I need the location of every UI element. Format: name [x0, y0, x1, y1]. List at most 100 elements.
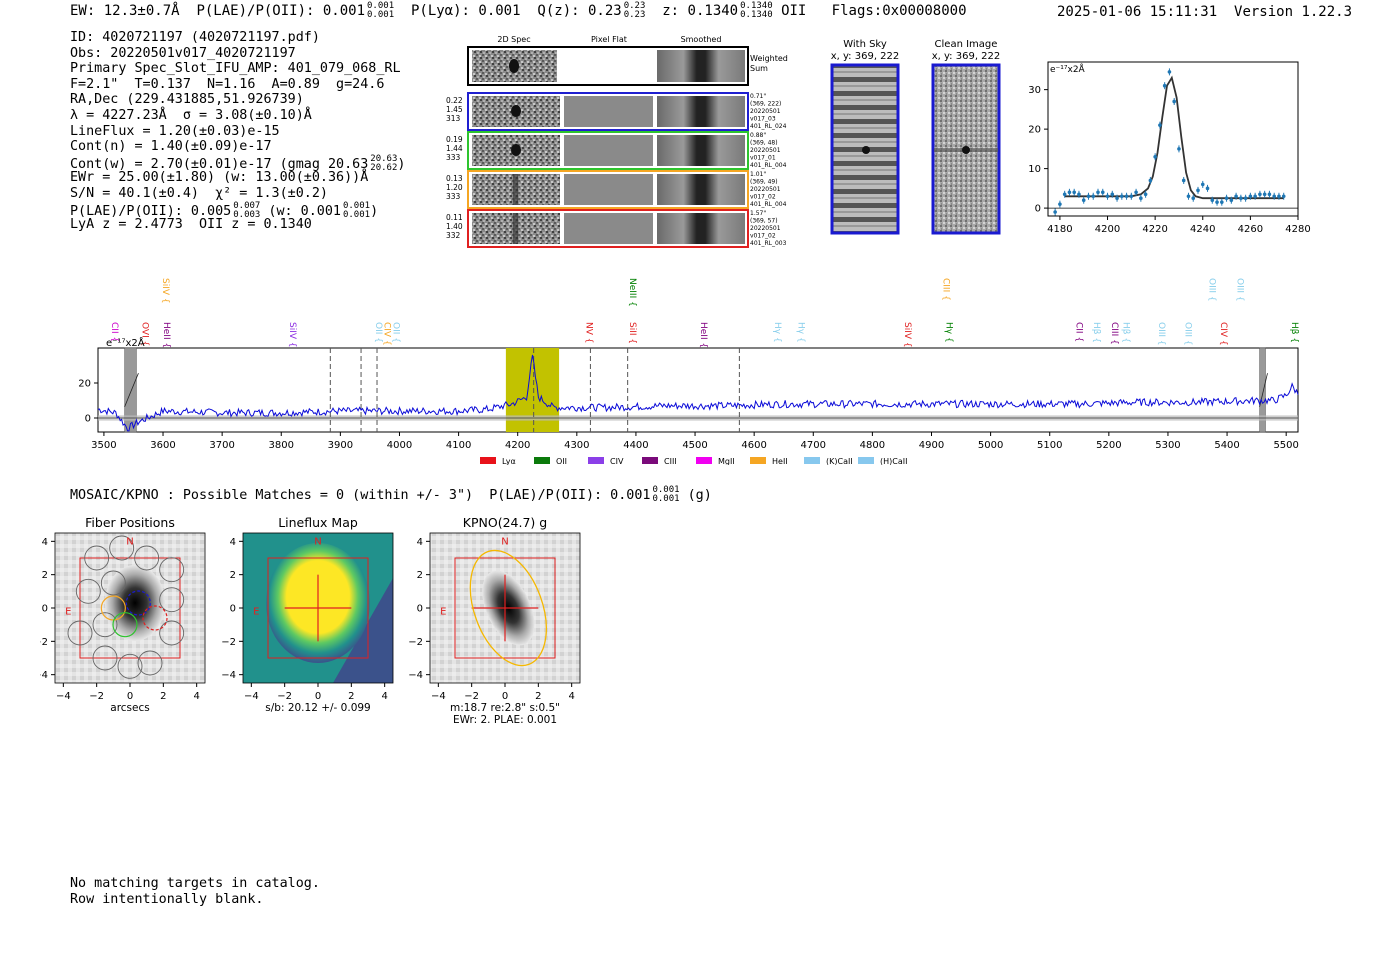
cutout-smoothed	[657, 213, 745, 244]
emission-line-label: Hβ {	[1121, 322, 1131, 343]
weighted-sum-row	[467, 46, 749, 86]
fit-data-point	[1234, 194, 1238, 199]
emission-line-label: SiIV {	[287, 322, 297, 348]
mosaic-summary: MOSAIC/KPNO : Possible Matches = 0 (with…	[70, 486, 712, 504]
spec-xtick-label: 4700	[801, 440, 826, 451]
spec-xtick-label: 4300	[564, 440, 589, 451]
emission-line-label: SiII {	[627, 322, 637, 344]
cutout-right-info: 0.71"	[750, 93, 766, 100]
fit-data-point	[1167, 70, 1172, 74]
with-sky-image	[830, 63, 900, 235]
fit-data-point	[1262, 192, 1267, 197]
emission-line-label: HeII {	[698, 322, 708, 348]
panel-xtick-label: 0	[127, 691, 133, 702]
version: Version 1.22.3	[1234, 4, 1353, 20]
fiber-circle	[117, 653, 143, 679]
col-title-pixelflat: Pixel Flat	[591, 35, 627, 44]
fit-data-point	[1162, 83, 1167, 88]
panel-ytick-label: −4	[40, 670, 48, 681]
fit-data-point	[1105, 194, 1110, 199]
qz-value: Q(z): 0.23	[537, 3, 622, 19]
cutout-right-info: 401_RL_024	[750, 123, 787, 130]
plae-hi: 0.001	[367, 1, 395, 11]
east-label: E	[440, 607, 446, 618]
fit-data-point	[1072, 190, 1076, 195]
panel-xtick-label: 2	[160, 691, 166, 702]
spec-xtick-label: 5300	[1155, 440, 1180, 451]
fit-data-point	[1258, 192, 1262, 197]
footer-line-1: No matching targets in catalog.	[70, 876, 320, 891]
fit-ytick-label: 30	[1028, 85, 1041, 96]
fiber-positions-panel: Fiber Positions N E −4 −2 0 2 4 4 2 0 −2 −4 arcsecs	[40, 515, 206, 714]
fit-data-point	[1177, 147, 1181, 151]
emission-line-label: CIV {	[1218, 322, 1228, 346]
north-label: N	[501, 537, 508, 548]
timestamp-version: 2025-01-06 15:11:31 Version 1.22.3	[1057, 4, 1352, 20]
cutout-right-info: 0.88"	[750, 132, 766, 139]
panel-ytick-label: −4	[221, 670, 236, 681]
spectrum-legend: Lyα OII CIV CIII MgII HeII (K)CaII (H)CaII	[480, 457, 907, 465]
panel-ytick-label: 2	[230, 570, 236, 581]
legend-label: CIII	[664, 457, 677, 465]
cutout-left-stat: 0.11	[446, 213, 463, 222]
z-value: z: 0.1340	[662, 3, 739, 19]
fit-data-point	[1139, 196, 1143, 201]
emission-line-label: CIV {	[382, 322, 392, 346]
fit-data-point	[1191, 196, 1196, 201]
contw-end: )	[397, 156, 406, 172]
spec-xtick-label: 4200	[505, 440, 530, 451]
legend-swatch	[858, 457, 874, 464]
mosaic-hi: 0.001	[652, 485, 680, 495]
cutout-left-stat: 0.13	[446, 174, 463, 183]
cutout-smoothed	[657, 174, 745, 205]
north-label: N	[126, 537, 133, 548]
weighted-label-2: Sum	[750, 64, 768, 73]
fit-unit-label: e⁻¹⁷x2Å	[1050, 63, 1086, 75]
plya-value: P(Lyα): 0.001	[410, 3, 521, 19]
spec-ytick-label: 20	[78, 379, 91, 390]
cutout-left-stat: 1.20	[446, 183, 463, 192]
fiber-circle	[137, 650, 163, 676]
mosaic-lo: 0.001	[652, 494, 680, 504]
lineflux-map-panel: Lineflux Map N E −4 −2 0 2 4 4 2 0 −2 −4 s/b: 20.12 +…	[221, 515, 394, 714]
emission-line-label: CIII {	[1109, 322, 1119, 345]
fit-ytick-label: 0	[1035, 204, 1041, 215]
spec-xtick-label: 3600	[150, 440, 175, 451]
cutout-left-stat: 332	[446, 231, 461, 240]
cutout-pixel-flat	[564, 213, 653, 244]
spec-xtick-label: 5200	[1096, 440, 1121, 451]
fiber-circle	[67, 620, 93, 646]
panel-xtick-label: 2	[535, 691, 541, 702]
summary-header: EW: 12.3±0.7Å P(LAE)/P(OII): 0.001 0.001 0…	[70, 2, 967, 20]
fit-data-point	[1153, 154, 1157, 159]
qz-lo: 0.23	[623, 10, 646, 20]
footer-line-2: Row intentionally blank.	[70, 891, 264, 907]
panel-title: Fiber Positions	[85, 515, 175, 530]
legend-label: MgII	[718, 457, 735, 465]
panel-ytick-label: 0	[42, 604, 48, 615]
spec-xtick-label: 5100	[1037, 440, 1062, 451]
spec-xtick-label: 5400	[1214, 440, 1239, 451]
fit-data-point	[1205, 186, 1210, 191]
cutout-left-stat: 333	[446, 153, 461, 162]
fit-data-point	[1267, 192, 1272, 197]
aperture-box	[267, 557, 369, 659]
cutout-right-info: v017_02	[750, 194, 776, 201]
plae2-w-lo: 0.001	[342, 209, 371, 220]
fit-data-point	[1181, 178, 1186, 183]
mosaic-text: MOSAIC/KPNO : Possible Matches = 0 (with…	[70, 488, 651, 503]
fit-marks	[1048, 68, 1298, 216]
spec-xtick-label: 4400	[623, 440, 648, 451]
panel-ytick-label: 4	[42, 537, 48, 548]
panel-xtick-label: 4	[381, 691, 387, 702]
gmag-hi: 20.63	[370, 153, 398, 164]
emission-line-label: Hγ {	[943, 322, 953, 343]
clean-coords: x, y: 369, 222	[932, 51, 1001, 62]
north-label: N	[314, 537, 321, 548]
z-lo: 0.1340	[740, 10, 773, 20]
fiber-red	[142, 605, 168, 631]
legend-swatch	[642, 457, 658, 464]
info-obs: Obs: 20220501v017_4020721197	[70, 45, 296, 61]
cutout-left-stat: 1.45	[446, 105, 463, 114]
fit-data-point	[1200, 182, 1205, 187]
